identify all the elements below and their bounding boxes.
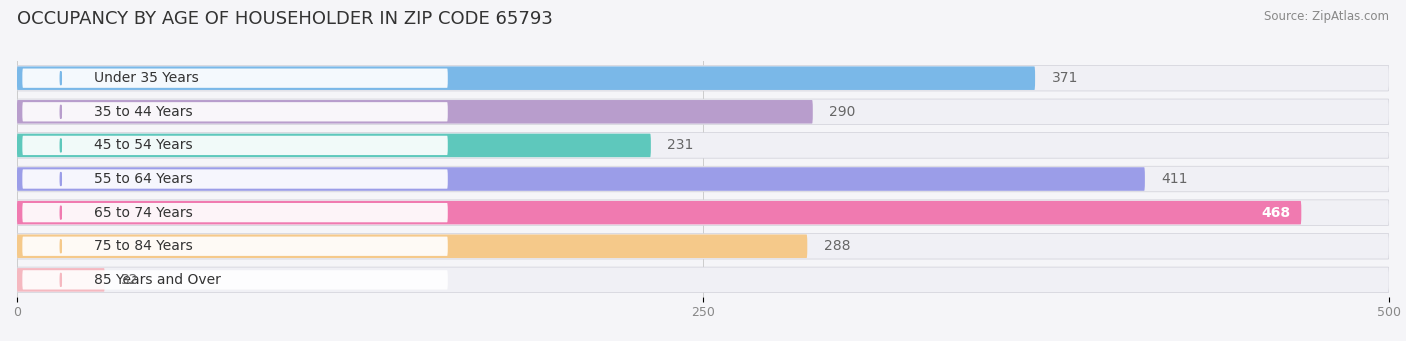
Text: 85 Years and Over: 85 Years and Over [94,273,221,287]
FancyBboxPatch shape [17,234,1389,259]
FancyBboxPatch shape [17,267,1389,293]
Text: 288: 288 [824,239,851,253]
Text: Source: ZipAtlas.com: Source: ZipAtlas.com [1264,10,1389,23]
FancyBboxPatch shape [17,66,1035,90]
FancyBboxPatch shape [17,201,1302,224]
FancyBboxPatch shape [22,237,447,256]
FancyBboxPatch shape [17,100,813,123]
Text: 290: 290 [830,105,856,119]
Text: Under 35 Years: Under 35 Years [94,71,198,85]
Text: 35 to 44 Years: 35 to 44 Years [94,105,193,119]
FancyBboxPatch shape [22,136,447,155]
FancyBboxPatch shape [22,69,447,88]
Text: OCCUPANCY BY AGE OF HOUSEHOLDER IN ZIP CODE 65793: OCCUPANCY BY AGE OF HOUSEHOLDER IN ZIP C… [17,10,553,28]
Text: 45 to 54 Years: 45 to 54 Years [94,138,193,152]
FancyBboxPatch shape [22,203,447,222]
Text: 55 to 64 Years: 55 to 64 Years [94,172,193,186]
Text: 32: 32 [121,273,139,287]
FancyBboxPatch shape [22,169,447,189]
FancyBboxPatch shape [17,134,651,157]
Text: 371: 371 [1052,71,1078,85]
Text: 468: 468 [1261,206,1291,220]
FancyBboxPatch shape [17,65,1389,91]
Text: 411: 411 [1161,172,1188,186]
Text: 231: 231 [668,138,693,152]
FancyBboxPatch shape [17,235,807,258]
FancyBboxPatch shape [22,270,447,290]
FancyBboxPatch shape [17,166,1389,192]
Text: 75 to 84 Years: 75 to 84 Years [94,239,193,253]
FancyBboxPatch shape [17,167,1144,191]
Text: 65 to 74 Years: 65 to 74 Years [94,206,193,220]
FancyBboxPatch shape [22,102,447,121]
FancyBboxPatch shape [17,268,104,292]
FancyBboxPatch shape [17,200,1389,225]
FancyBboxPatch shape [17,99,1389,124]
FancyBboxPatch shape [17,133,1389,158]
